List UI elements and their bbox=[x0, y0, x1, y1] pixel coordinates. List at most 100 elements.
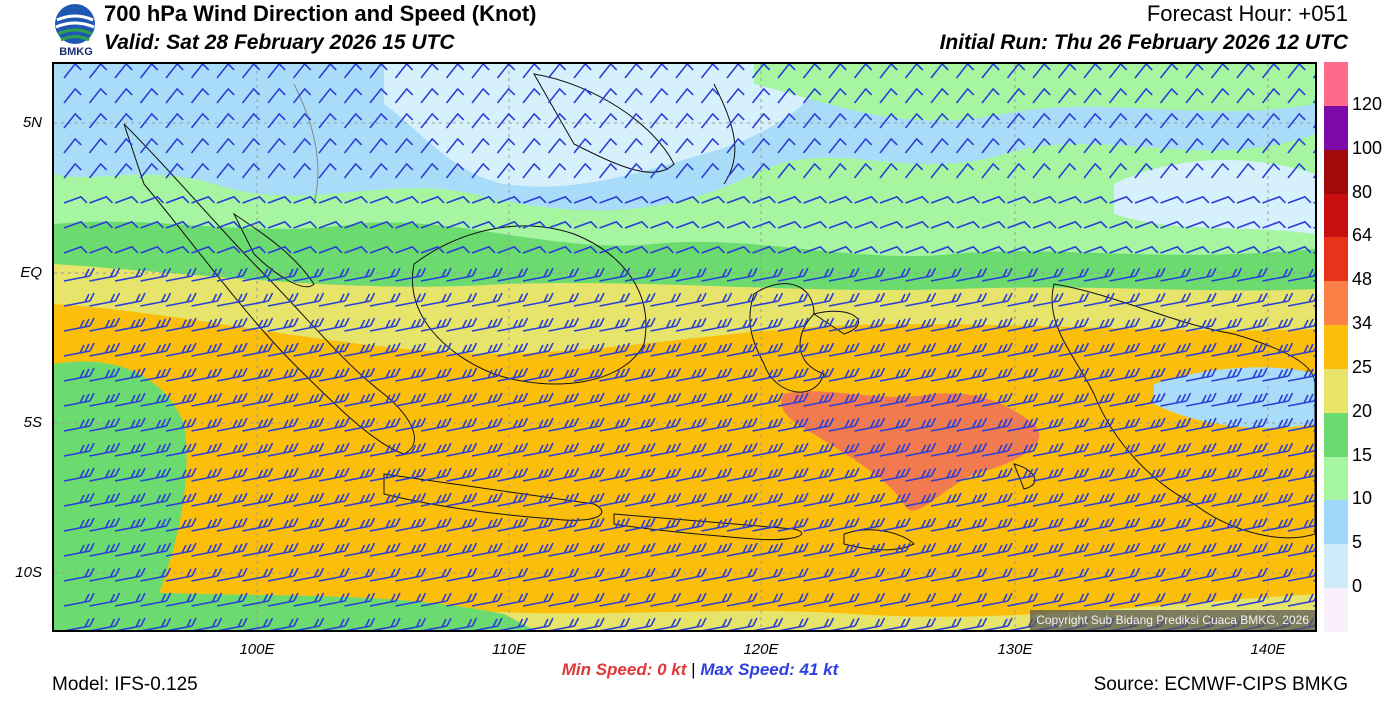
wind-barb bbox=[292, 87, 312, 104]
wind-barb bbox=[624, 137, 643, 154]
wind-barb bbox=[522, 317, 554, 332]
wind-barb bbox=[1262, 517, 1294, 532]
wind-barb bbox=[1109, 467, 1141, 482]
colorbar-segment bbox=[1324, 193, 1348, 238]
wind-barb bbox=[650, 292, 682, 307]
wind-barb bbox=[1211, 417, 1243, 432]
wind-barb bbox=[1109, 342, 1141, 357]
wind-barb bbox=[854, 367, 886, 382]
wind-barb bbox=[1287, 443, 1315, 457]
wind-barb bbox=[1032, 87, 1051, 104]
wind-barb bbox=[879, 442, 911, 457]
wind-barb bbox=[1006, 112, 1026, 129]
wind-barb bbox=[242, 342, 274, 357]
wind-barb bbox=[573, 417, 605, 432]
wind-barb bbox=[165, 195, 190, 204]
wind-barb bbox=[598, 112, 618, 129]
wind-barb bbox=[1108, 162, 1128, 179]
wind-barb bbox=[496, 162, 516, 179]
wind-barb bbox=[1109, 517, 1141, 532]
wind-barb bbox=[191, 567, 223, 582]
wind-barb bbox=[369, 342, 401, 357]
wind-barb bbox=[981, 417, 1013, 432]
wind-barb bbox=[318, 245, 343, 254]
wind-barb bbox=[1109, 292, 1141, 307]
wind-barb bbox=[1236, 517, 1268, 532]
wind-barb bbox=[1058, 317, 1090, 332]
wind-barb bbox=[1185, 442, 1217, 457]
wind-barb bbox=[1058, 342, 1090, 357]
wind-barb bbox=[624, 442, 656, 457]
wind-barb bbox=[1134, 267, 1166, 282]
wind-barb bbox=[650, 592, 682, 607]
wind-barb bbox=[1262, 442, 1294, 457]
wind-barb bbox=[1236, 292, 1268, 307]
wind-barb bbox=[701, 267, 733, 282]
wind-barb bbox=[88, 137, 108, 154]
wind-barb bbox=[752, 467, 784, 482]
wind-barb bbox=[445, 112, 465, 129]
wind-barb bbox=[573, 342, 605, 357]
wind-barb bbox=[1261, 162, 1281, 179]
wind-barb bbox=[1185, 87, 1204, 104]
colorbar-label: 80 bbox=[1352, 181, 1373, 202]
wind-barb bbox=[191, 442, 223, 457]
wind-barb bbox=[420, 417, 452, 432]
wind-barb bbox=[1134, 137, 1153, 154]
wind-barb bbox=[1007, 492, 1039, 507]
colorbar-segment bbox=[1324, 281, 1348, 326]
wind-barb bbox=[573, 292, 605, 307]
wind-barb bbox=[1262, 195, 1286, 204]
wind-barb bbox=[700, 162, 720, 179]
wind-barb bbox=[471, 162, 490, 179]
wind-barb bbox=[522, 517, 554, 532]
wind-barb bbox=[395, 367, 427, 382]
wind-barb bbox=[854, 467, 886, 482]
wind-barb bbox=[675, 292, 707, 307]
wind-barb bbox=[675, 267, 707, 282]
wind-barb bbox=[930, 367, 962, 382]
wind-barb bbox=[853, 162, 873, 179]
wind-barb bbox=[828, 592, 860, 607]
wind-barb bbox=[242, 367, 274, 382]
wind-barb bbox=[956, 392, 988, 407]
wind-barb bbox=[803, 467, 835, 482]
wind-barb bbox=[1007, 317, 1039, 332]
wind-barb bbox=[1287, 293, 1315, 307]
wind-barb bbox=[114, 417, 146, 432]
wind-barb bbox=[726, 517, 758, 532]
wind-barb bbox=[242, 267, 274, 282]
wind-barb bbox=[395, 317, 427, 332]
wind-barb bbox=[1262, 492, 1294, 507]
wind-barb bbox=[1236, 592, 1268, 607]
wind-barb bbox=[905, 542, 937, 557]
wind-barb bbox=[497, 245, 521, 254]
wind-barb bbox=[701, 292, 733, 307]
wind-barb bbox=[573, 267, 605, 282]
wind-barb bbox=[63, 220, 88, 229]
wind-barb bbox=[751, 162, 771, 179]
wind-barb bbox=[1109, 442, 1141, 457]
wind-barb bbox=[166, 617, 197, 630]
wind-barb bbox=[522, 245, 547, 254]
wind-barb bbox=[828, 467, 860, 482]
wind-barb bbox=[471, 592, 503, 607]
wind-barb bbox=[191, 392, 223, 407]
wind-barb bbox=[1032, 567, 1064, 582]
wind-barb bbox=[956, 442, 988, 457]
wind-barb bbox=[89, 567, 121, 582]
wind-barb bbox=[1160, 517, 1192, 532]
wind-barb bbox=[1134, 342, 1166, 357]
wind-barb bbox=[369, 87, 388, 104]
wind-barb bbox=[395, 442, 427, 457]
wind-barb bbox=[854, 267, 886, 282]
wind-barb bbox=[548, 245, 572, 254]
wind-barb bbox=[165, 392, 197, 407]
wind-barb bbox=[369, 592, 401, 607]
wind-barb bbox=[420, 592, 452, 607]
wind-barb bbox=[420, 195, 445, 204]
wind-barb bbox=[344, 492, 376, 507]
wind-barb bbox=[523, 617, 554, 630]
wind-barb bbox=[369, 567, 401, 582]
wind-barb bbox=[140, 442, 172, 457]
